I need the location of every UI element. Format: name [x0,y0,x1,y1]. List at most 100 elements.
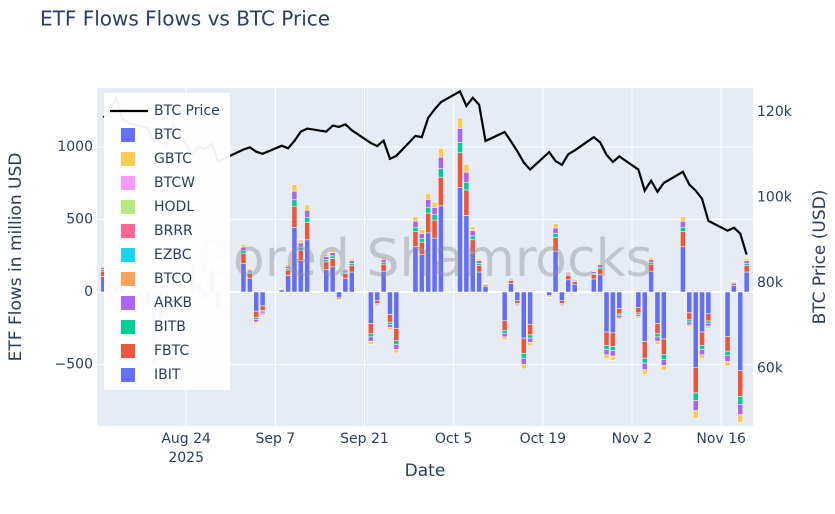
bar [661,359,667,366]
legend-swatch [121,320,135,334]
bar [412,220,419,228]
bar [559,300,565,304]
bar [387,321,393,325]
bar [463,164,470,173]
bar [616,317,623,320]
bar [705,325,712,329]
bar [393,349,400,354]
legend-label: BTC Price [154,103,220,119]
y2-tick-label: 120k [757,104,793,120]
bar [686,312,693,321]
bar [393,344,400,350]
bar [699,349,705,356]
bar [501,330,508,334]
bar [731,285,737,293]
bar [457,142,463,154]
legend-swatch [121,176,135,190]
bar [431,201,438,208]
bar [686,291,693,314]
bar [501,332,508,338]
bar [641,369,648,375]
bar [374,305,381,307]
bar [457,117,463,129]
bar [431,214,438,221]
y-axis-title: ETF Flows in million USD [6,153,26,362]
bar [476,258,482,261]
bar [546,291,552,296]
bar [463,171,470,183]
bar [463,189,470,216]
y-tick-label: 1000 [57,139,93,155]
bar [661,291,667,340]
x-year-label: 2025 [168,450,204,466]
bar [457,128,463,143]
bar [291,205,298,228]
bar [419,229,425,234]
bar [616,308,623,315]
bar [635,291,642,308]
bar [635,316,642,319]
bar [705,313,712,322]
bar [737,414,744,423]
bar [680,216,686,222]
bar [368,323,374,335]
bar [705,291,712,315]
bar [571,278,578,281]
bar [508,277,514,279]
bar [603,354,610,359]
bar [610,350,616,357]
bar [737,396,744,405]
bar [705,322,712,327]
legend-swatch [121,128,135,142]
bar [240,243,247,248]
y-tick-label: −500 [55,357,93,373]
x-tick-label: Sep 21 [340,431,389,447]
bar [692,410,699,419]
bar [680,231,686,248]
bar [514,291,521,301]
bar [336,291,342,298]
bar [285,264,291,267]
bar [393,291,400,329]
bar [616,313,623,317]
legend-label: GBTC [154,151,192,167]
bar [291,199,298,207]
legend-label: EZBC [154,247,192,263]
bar [368,333,374,338]
legend-box [104,93,230,390]
chart-title: ETF Flows Flows vs BTC Price [40,7,330,31]
bar [635,314,642,317]
bar [425,206,431,214]
bar [743,271,750,293]
watermark: Bored Shamrocks [197,229,653,289]
legend-label: BTCW [154,175,195,191]
legend-label: BTCO [154,271,192,287]
bar [520,363,527,370]
bar [514,305,521,307]
legend-label: FBTC [154,343,189,359]
x-tick-label: Nov 2 [612,431,653,447]
bar [304,204,310,211]
bar [603,349,610,356]
bar [603,331,610,346]
bar [641,341,648,359]
bar [699,345,705,350]
legend-swatch [121,368,135,382]
bar [692,291,699,368]
bar [374,300,381,304]
bar [259,291,266,307]
bar [724,291,731,337]
bar [552,223,559,229]
legend-swatch [121,248,135,262]
bar [438,156,444,169]
bar [278,289,285,293]
bar [661,365,667,371]
legend: BTC Price BTC GBTC BTCW HODL BRRR EZBC BTCO ARKB… [104,93,230,390]
bar [520,337,527,354]
bar [610,346,616,351]
y2-tick-label: 60k [757,360,784,376]
bar [654,291,661,324]
bar [323,254,330,257]
bar [380,256,387,260]
bar [699,331,705,346]
